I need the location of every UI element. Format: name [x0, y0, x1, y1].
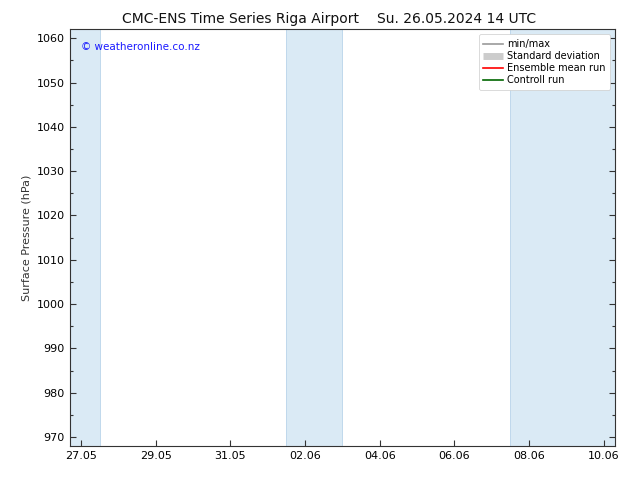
- Text: © weatheronline.co.nz: © weatheronline.co.nz: [81, 42, 200, 52]
- Text: CMC-ENS Time Series Riga Airport: CMC-ENS Time Series Riga Airport: [122, 12, 359, 26]
- Legend: min/max, Standard deviation, Ensemble mean run, Controll run: min/max, Standard deviation, Ensemble me…: [479, 34, 610, 90]
- Y-axis label: Surface Pressure (hPa): Surface Pressure (hPa): [21, 174, 31, 301]
- Bar: [566, 29, 615, 446]
- Text: Su. 26.05.2024 14 UTC: Su. 26.05.2024 14 UTC: [377, 12, 536, 26]
- Bar: [324, 29, 342, 446]
- Bar: [510, 29, 566, 446]
- Bar: [70, 29, 100, 446]
- Bar: [287, 29, 324, 446]
